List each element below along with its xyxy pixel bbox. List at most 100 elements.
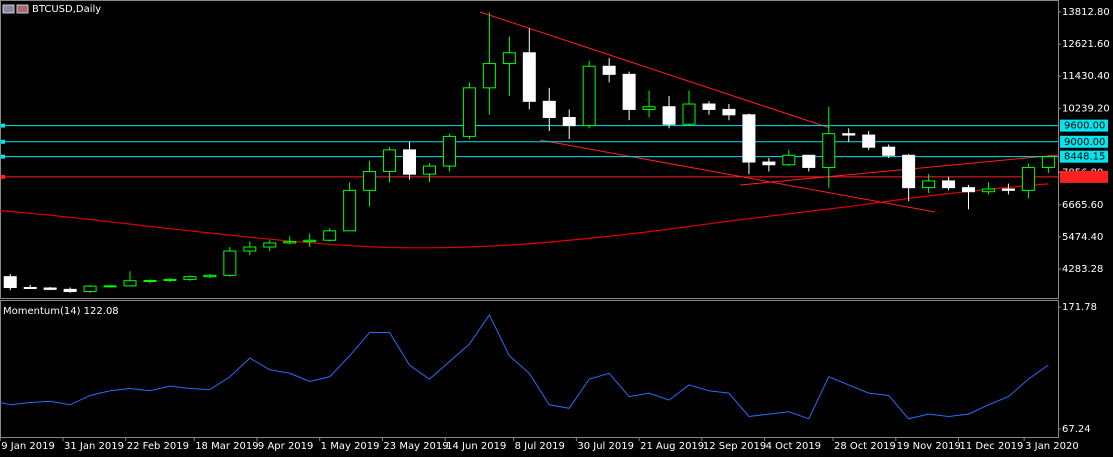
- level-label: 8448.15: [1064, 152, 1105, 163]
- x-tick-label: 28 Oct 2019: [834, 441, 896, 452]
- x-tick-label: 23 May 2019: [383, 441, 448, 452]
- candle-body: [283, 241, 297, 244]
- candle-body: [482, 63, 496, 89]
- candle-body: [323, 230, 337, 241]
- candle-body: [882, 146, 896, 156]
- candle-body: [203, 274, 217, 278]
- indicator-pane: [0, 300, 1059, 438]
- candle-body: [842, 133, 856, 136]
- candle-body: [123, 280, 137, 287]
- candle-body: [662, 106, 676, 125]
- window-icon: [2, 4, 15, 14]
- x-tick-label: 3 Jan 2020: [1025, 441, 1079, 452]
- y-tick-label: 10239.20: [1062, 103, 1110, 114]
- y-tick-label: 67.24: [1062, 424, 1091, 435]
- moving-average: [0, 183, 1049, 249]
- candle-body: [682, 103, 696, 125]
- level-marker: [1, 174, 5, 179]
- y-tick-label: 4283.28: [1062, 264, 1103, 275]
- level-label: 9600.00: [1064, 121, 1105, 132]
- candle-body: [762, 161, 776, 166]
- candle-body: [462, 87, 476, 137]
- candle-body: [1041, 156, 1055, 168]
- candle-body: [223, 250, 237, 276]
- candle-body: [602, 65, 616, 75]
- x-tick-label: 8 Jul 2019: [515, 441, 565, 452]
- candle-body: [802, 154, 816, 168]
- y-tick-label: 171.78: [1062, 302, 1097, 313]
- candle-body: [163, 278, 177, 281]
- candle-body: [782, 154, 796, 166]
- candle-body: [422, 165, 436, 175]
- candle-body: [902, 154, 916, 189]
- y-tick-label: 11430.40: [1062, 71, 1110, 82]
- candle-body: [143, 279, 157, 282]
- x-tick-label: 9 Jan 2019: [1, 441, 55, 452]
- window-icon: [16, 4, 29, 14]
- candle-body: [103, 285, 117, 288]
- candle-body: [822, 133, 836, 168]
- candle-body: [722, 108, 736, 116]
- candle-body: [23, 286, 37, 289]
- candle-body: [363, 170, 377, 191]
- candle-body: [542, 100, 556, 119]
- y-tick-label: 6665.60: [1062, 200, 1103, 211]
- candle-body: [442, 135, 456, 167]
- trend-line: [479, 11, 831, 129]
- level-label-box: [1060, 135, 1108, 148]
- candle-body: [243, 246, 257, 252]
- x-tick-label: 9 Apr 2019: [258, 441, 313, 452]
- chart-title: BTCUSD,Daily: [32, 4, 101, 15]
- candle-body: [522, 52, 536, 102]
- candle-body: [343, 189, 357, 232]
- candle-body: [383, 149, 397, 172]
- x-tick-label: 1 May 2019: [321, 441, 380, 452]
- level-label-box: [1060, 150, 1108, 163]
- candle-body: [1001, 188, 1015, 191]
- y-tick-label: 5474.40: [1062, 232, 1103, 243]
- candle-body: [43, 287, 57, 290]
- level-marker: [1, 154, 5, 159]
- indicator-title: Momentum(14) 122.08: [3, 306, 119, 317]
- level-label: 9000.00: [1064, 137, 1105, 148]
- momentum-line: [0, 313, 1049, 420]
- x-tick-label: 11 Dec 2019: [960, 441, 1024, 452]
- candle-body: [642, 106, 656, 110]
- candle-body: [942, 180, 956, 189]
- candle-body: [83, 285, 97, 293]
- candle-body: [742, 114, 756, 163]
- candle-body: [862, 134, 876, 148]
- main-pane: [0, 0, 1059, 299]
- x-tick-label: 22 Feb 2019: [127, 441, 189, 452]
- candle-body: [922, 180, 936, 189]
- candle-body: [63, 288, 77, 293]
- candle-body: [3, 276, 17, 288]
- x-tick-label: 31 Jan 2019: [64, 441, 124, 452]
- candle-body: [582, 65, 596, 127]
- x-tick-label: 14 Jun 2019: [446, 441, 506, 452]
- candle-body: [622, 73, 636, 110]
- x-tick-label: 19 Nov 2019: [897, 441, 961, 452]
- candle-body: [502, 52, 516, 65]
- candle-body: [303, 239, 317, 243]
- level-marker: [1, 123, 5, 128]
- candle-body: [1021, 166, 1035, 191]
- level-label-box: [1060, 119, 1108, 132]
- level-marker: [1, 139, 5, 144]
- candle-body: [981, 188, 995, 193]
- y-tick-label: 13812.80: [1062, 7, 1110, 18]
- candle-body: [962, 187, 976, 193]
- candle-body: [562, 117, 576, 127]
- candle-body: [403, 149, 417, 175]
- x-tick-label: 21 Aug 2019: [640, 441, 704, 452]
- x-tick-label: 18 Mar 2019: [195, 441, 258, 452]
- trend-line: [739, 154, 1059, 186]
- x-tick-label: 30 Jul 2019: [577, 441, 634, 452]
- trend-line: [539, 139, 936, 213]
- candle-body: [183, 276, 197, 280]
- level-label-box: [1060, 170, 1108, 183]
- y-tick-label: 12621.60: [1062, 39, 1110, 50]
